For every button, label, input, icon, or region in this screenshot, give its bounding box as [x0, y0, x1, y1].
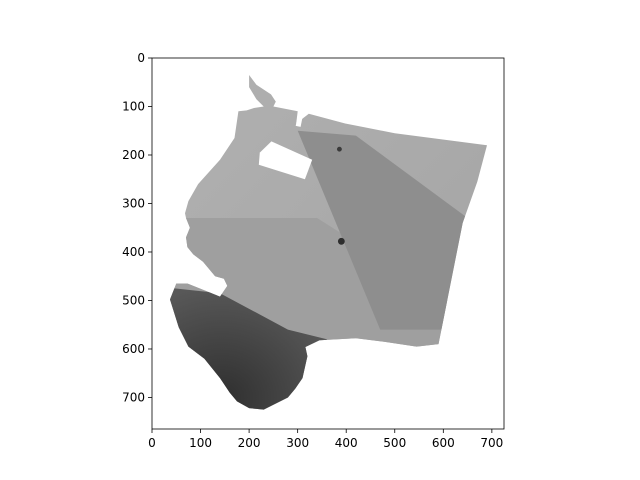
y-tick-label: 600: [122, 342, 145, 356]
field-white-rect-mask: [258, 141, 313, 180]
y-tick-label: 400: [122, 245, 145, 259]
y-tick-label: 700: [122, 390, 145, 404]
field-diagonal-band: [297, 130, 468, 330]
field-notch-mask: [295, 112, 304, 127]
x-axis: 0 100 200 300 400 500 600 700: [148, 429, 503, 450]
x-tick-label: 100: [189, 436, 212, 450]
x-tick-label: 500: [383, 436, 406, 450]
x-tick-label: 300: [286, 436, 309, 450]
y-tick-label: 100: [122, 99, 145, 113]
y-tick-label: 300: [122, 196, 145, 210]
y-axis: 0 100 200 300 400 500 600 700: [122, 51, 152, 404]
y-tick-label: 500: [122, 293, 145, 307]
y-tick-label: 0: [137, 51, 145, 65]
field-blob: [337, 237, 345, 245]
field-blob: [336, 146, 342, 152]
x-tick-label: 400: [335, 436, 358, 450]
x-tick-label: 0: [148, 436, 156, 450]
x-tick-label: 700: [480, 436, 503, 450]
x-tick-label: 200: [238, 436, 261, 450]
plot-frame: [151, 57, 505, 430]
field-blobs: [336, 146, 345, 245]
field-image: [170, 75, 487, 410]
x-tick-label: 600: [432, 436, 455, 450]
y-tick-label: 200: [122, 148, 145, 162]
